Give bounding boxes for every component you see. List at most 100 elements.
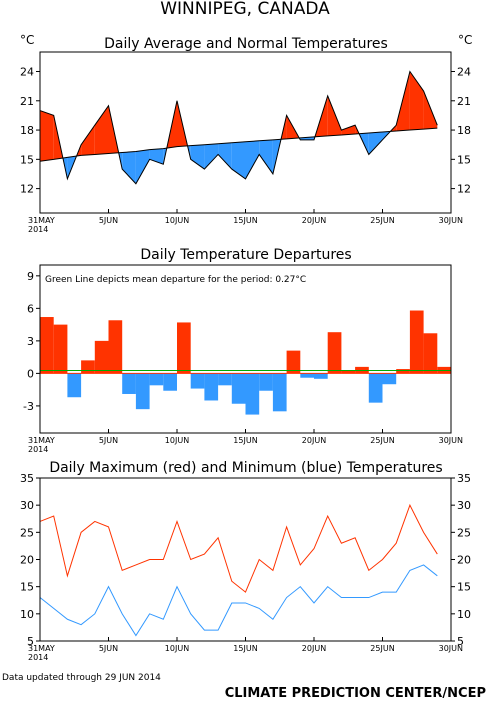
panel3-ytick-label: 15 xyxy=(20,581,34,594)
panel3-x-ticks: 31MAY 5JUN 10JUN 15JUN 20JUN 25JUN 30JUN 2014 xyxy=(28,637,463,662)
panel1-ytick-label-right: 18 xyxy=(457,124,471,137)
departure-bar xyxy=(53,324,68,374)
departure-bar xyxy=(272,373,287,412)
panel3-xtick-label: 5JUN xyxy=(99,644,118,653)
departure-bar xyxy=(218,373,232,386)
mean-departure-note: Green Line depicts mean departure for th… xyxy=(45,275,306,285)
panel1-ytick-label: 24 xyxy=(20,66,34,79)
above-normal-fill xyxy=(409,71,424,131)
panel1-xtick-label: 5JUN xyxy=(99,216,118,225)
panel3-ytick-label: 10 xyxy=(20,608,34,621)
departure-fill-polygons xyxy=(40,71,438,184)
departure-bar xyxy=(122,373,136,394)
departure-bar xyxy=(341,370,356,374)
departure-bar xyxy=(396,369,410,374)
panel2-ytick-label: -3 xyxy=(23,400,34,413)
panel3-ytick-label-right: 15 xyxy=(457,581,471,594)
departure-bar xyxy=(409,310,424,374)
above-normal-fill xyxy=(341,125,356,135)
panel3-title: Daily Maximum (red) and Minimum (blue) T… xyxy=(49,460,442,476)
below-normal-fill xyxy=(122,151,136,184)
panel2-y-ticks: -3 0 3 6 9 xyxy=(23,270,40,413)
panel3-xtick-label: 30JUN xyxy=(439,644,463,653)
panel1-ytick-label-right: 12 xyxy=(457,183,471,196)
panel1-unit-right: °C xyxy=(458,33,472,47)
departure-bar xyxy=(382,373,397,385)
panel1-xtick-label: 10JUN xyxy=(165,216,189,225)
below-normal-fill xyxy=(259,139,273,174)
departure-bar xyxy=(368,373,383,403)
above-normal-fill xyxy=(40,110,54,162)
panel1-xtick-label: 31MAY xyxy=(28,216,55,225)
panel1-x-ticks: 31MAY 5JUN 10JUN 15JUN 20JUN 25JUN 30JUN 2014 xyxy=(28,209,463,234)
page-title: WINNIPEG, CANADA xyxy=(160,0,330,19)
panel3-year-label: 2014 xyxy=(28,653,48,662)
panel2-xtick-label: 31MAY xyxy=(28,436,55,445)
panel1-ytick-label-right: 15 xyxy=(457,153,471,166)
panel1-ytick-label: 12 xyxy=(20,183,34,196)
panel3-ytick-label: 25 xyxy=(20,526,34,539)
panel-max-min: Daily Maximum (red) and Minimum (blue) T… xyxy=(20,460,471,662)
below-normal-fill xyxy=(204,143,219,170)
departure-bar xyxy=(423,333,438,374)
departure-bar xyxy=(327,332,342,374)
panel2-xtick-label: 10JUN xyxy=(165,436,189,445)
panel3-ytick-label: 5 xyxy=(27,635,34,648)
departure-bar xyxy=(300,373,314,378)
panel2-xtick-label: 25JUN xyxy=(370,436,394,445)
panel1-ytick-label-right: 24 xyxy=(457,66,471,79)
panel3-y-ticks: 5 5 10 10 15 15 20 20 25 25 30 30 35 35 xyxy=(20,472,471,648)
panel1-title: Daily Average and Normal Temperatures xyxy=(104,36,388,52)
departure-bar xyxy=(177,322,191,374)
panel3-ytick-label: 30 xyxy=(20,499,34,512)
panel1-year-label: 2014 xyxy=(28,225,48,234)
panel1-xtick-label: 25JUN xyxy=(370,216,394,225)
panel2-year-label: 2014 xyxy=(28,445,48,454)
departure-bar xyxy=(108,320,123,374)
panel3-ytick-label: 35 xyxy=(20,472,34,485)
panel3-ytick-label-right: 35 xyxy=(457,472,471,485)
departure-bar xyxy=(81,360,95,374)
panel2-xtick-label: 20JUN xyxy=(302,436,326,445)
panel2-ytick-label: 9 xyxy=(27,270,34,283)
panel1-ytick-label-right: 21 xyxy=(457,95,471,108)
panel1-ytick-label: 21 xyxy=(20,95,34,108)
panel2-ytick-label: 6 xyxy=(27,302,34,315)
credit-label: CLIMATE PREDICTION CENTER/NCEP xyxy=(225,686,486,701)
panel3-xtick-label: 10JUN xyxy=(165,644,189,653)
panel1-unit-left: °C xyxy=(20,33,34,47)
average-temperature-line xyxy=(39,70,438,185)
panel3-ytick-label: 20 xyxy=(20,554,34,567)
panel3-xtick-label: 15JUN xyxy=(233,644,257,653)
panel3-ytick-label-right: 30 xyxy=(457,499,471,512)
panel3-xtick-label: 20JUN xyxy=(302,644,326,653)
panel2-xtick-label: 5JUN xyxy=(99,436,118,445)
minimum-temperature-line xyxy=(39,564,438,637)
above-normal-fill xyxy=(327,95,342,136)
panel1-y-ticks: 12 12 15 15 18 18 21 21 24 24 xyxy=(20,66,471,196)
departure-bar xyxy=(67,373,82,398)
panel3-xtick-label: 31MAY xyxy=(28,644,55,653)
departure-bar xyxy=(245,373,260,415)
above-normal-fill xyxy=(81,125,95,156)
panel2-ytick-label: 0 xyxy=(27,367,34,380)
departure-bar xyxy=(204,373,219,401)
departure-bar xyxy=(286,350,301,374)
departure-bar xyxy=(94,340,109,374)
departure-bar xyxy=(40,317,54,374)
panel3-ytick-label-right: 10 xyxy=(457,608,471,621)
data-updated-note: Data updated through 29 JUN 2014 xyxy=(2,673,161,683)
panel1-ytick-label: 18 xyxy=(20,124,34,137)
departure-bar xyxy=(149,373,164,386)
panel-average-normal: Daily Average and Normal Temperatures °C… xyxy=(20,33,472,234)
panel-departures: Daily Temperature Departures Green Line … xyxy=(23,247,463,454)
panel3-frame xyxy=(39,477,452,642)
panel2-xtick-label: 30JUN xyxy=(439,436,463,445)
departure-bar xyxy=(163,373,177,391)
below-normal-fill xyxy=(368,132,383,155)
below-normal-fill xyxy=(190,144,205,170)
panel2-x-ticks: 31MAY 5JUN 10JUN 15JUN 20JUN 25JUN 30JUN 2014 xyxy=(28,429,463,454)
panel1-xtick-label: 20JUN xyxy=(302,216,326,225)
departure-bar xyxy=(231,373,246,404)
below-normal-fill xyxy=(231,141,246,179)
